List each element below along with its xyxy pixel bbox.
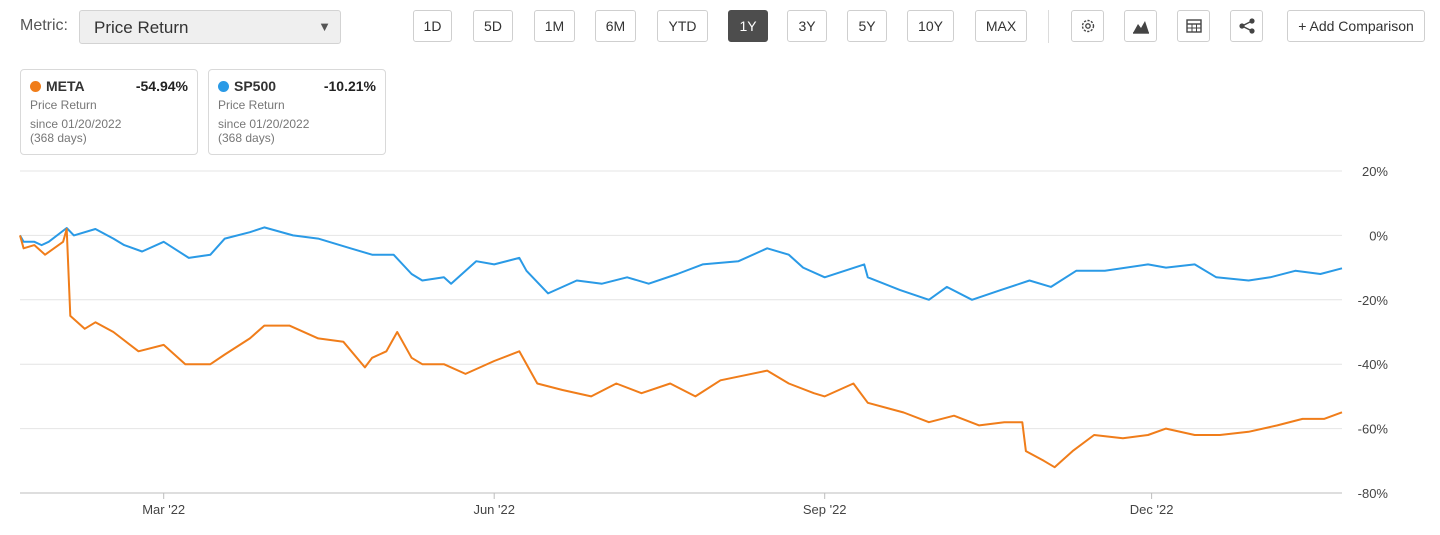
y-tick-label: -20% (1358, 293, 1389, 308)
range-button-1d[interactable]: 1D (413, 10, 452, 42)
card-days: (368 days) (218, 131, 275, 145)
metric-select-value: Price Return (94, 18, 189, 37)
series-line-meta[interactable] (19, 228, 1343, 469)
share-button[interactable] (1230, 10, 1263, 42)
mountain-chart-icon (1132, 21, 1149, 34)
y-tick-label: 20% (1362, 164, 1388, 179)
y-tick-label: -80% (1358, 486, 1389, 501)
x-tick-label: Sep '22 (803, 502, 847, 517)
share-icon (1238, 18, 1255, 34)
legend-card-sp500[interactable]: SP500 -10.21% Price Return since 01/20/2… (208, 69, 386, 155)
y-tick-label: -60% (1358, 422, 1389, 437)
x-tick-label: Jun '22 (473, 502, 515, 517)
range-button-1y[interactable]: 1Y (728, 10, 768, 42)
range-button-5y[interactable]: 5Y (847, 10, 887, 42)
series-line-sp500[interactable] (19, 226, 1343, 301)
card-value: -54.94% (135, 78, 188, 94)
y-tick-label: -40% (1358, 357, 1389, 372)
toolbar-divider (1048, 10, 1049, 43)
x-tick-label: Dec '22 (1130, 502, 1174, 517)
gear-icon (1081, 19, 1094, 33)
legend-card-meta[interactable]: META -54.94% Price Return since 01/20/20… (20, 69, 198, 155)
table-icon (1185, 19, 1202, 33)
card-symbol: META (46, 78, 85, 94)
add-comparison-button[interactable]: + Add Comparison (1287, 10, 1425, 42)
metric-label: Metric: (20, 17, 68, 34)
chart-type-button[interactable] (1124, 10, 1157, 42)
y-tick-label: 0% (1369, 228, 1388, 243)
dropdown-arrow-icon: ▼ (318, 19, 331, 34)
range-button-ytd[interactable]: YTD (657, 10, 708, 42)
x-tick-label: Mar '22 (142, 502, 185, 517)
series-color-dot (30, 80, 41, 92)
metric-select[interactable]: Price Return ▼ (79, 10, 341, 44)
range-button-3y[interactable]: 3Y (787, 10, 827, 42)
card-since: since 01/20/2022 (218, 117, 310, 131)
range-button-1m[interactable]: 1M (534, 10, 575, 42)
card-metric: Price Return (30, 98, 97, 112)
range-button-max[interactable]: MAX (975, 10, 1027, 42)
card-value: -10.21% (323, 78, 376, 94)
card-days: (368 days) (30, 131, 87, 145)
card-metric: Price Return (218, 98, 285, 112)
range-button-5d[interactable]: 5D (473, 10, 513, 42)
range-button-6m[interactable]: 6M (595, 10, 636, 42)
card-since: since 01/20/2022 (30, 117, 122, 131)
card-symbol: SP500 (234, 78, 277, 94)
range-button-10y[interactable]: 10Y (907, 10, 954, 42)
table-view-button[interactable] (1177, 10, 1210, 42)
series-color-dot (218, 80, 229, 92)
settings-button[interactable] (1071, 10, 1104, 42)
